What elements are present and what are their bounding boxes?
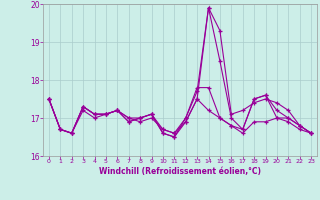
X-axis label: Windchill (Refroidissement éolien,°C): Windchill (Refroidissement éolien,°C) (99, 167, 261, 176)
